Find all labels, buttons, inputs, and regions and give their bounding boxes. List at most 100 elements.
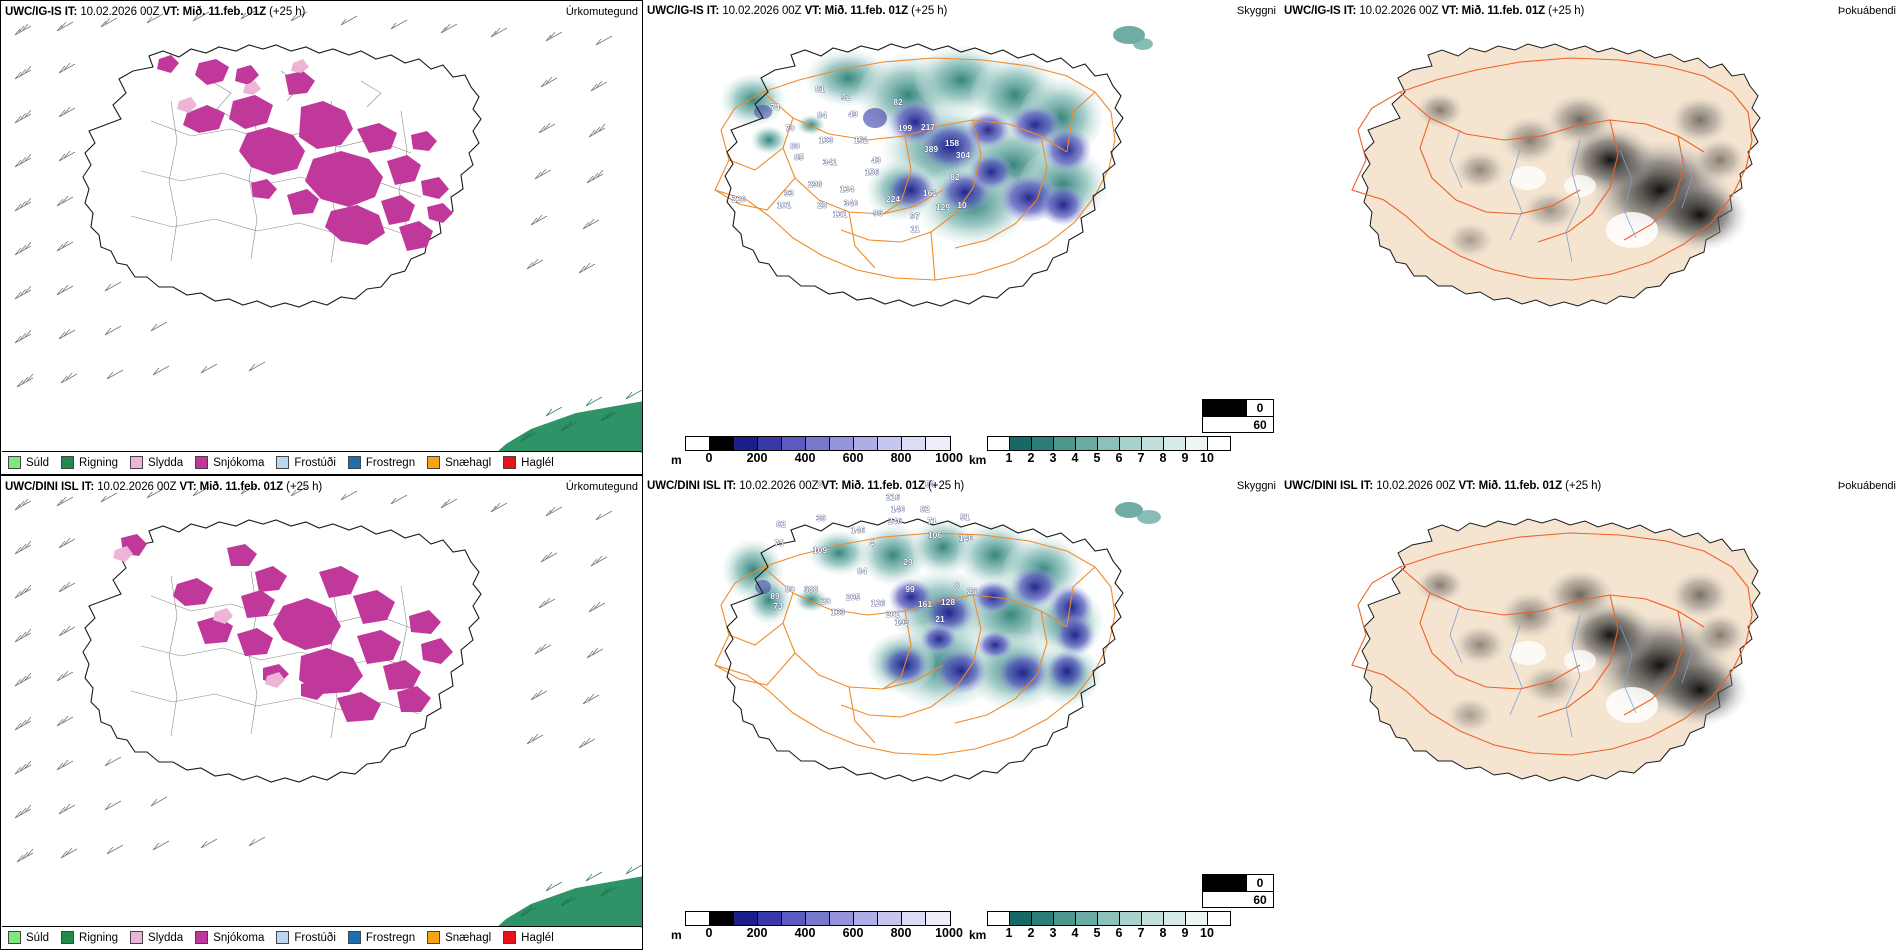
colorbar-tick: 6 xyxy=(1115,451,1123,465)
station-value: 82 xyxy=(776,519,786,529)
station-value: 80 xyxy=(785,584,795,594)
station-value: 216 xyxy=(886,492,900,502)
fog-field xyxy=(1416,92,1748,258)
map-canvas[interactable] xyxy=(1,476,642,949)
map-canvas[interactable] xyxy=(1280,0,1900,475)
colorbar-unit: m xyxy=(671,928,682,942)
colorbar-cell xyxy=(1076,437,1098,450)
legend-swatch-rigning xyxy=(61,456,75,469)
road-network xyxy=(714,532,1116,756)
legend-item-slydda[interactable]: Slydda xyxy=(130,931,183,944)
map-canvas[interactable] xyxy=(1,1,642,474)
colorbar-tick: 600 xyxy=(842,926,864,940)
visibility-colorbar: 1 2 3 4 5 6 7 8 9 10 km xyxy=(969,436,1231,467)
station-value: 84 xyxy=(817,110,827,120)
legend-item-súld[interactable]: Súld xyxy=(8,456,49,469)
colorbar-cell xyxy=(1010,437,1032,450)
legend-item-frostregn[interactable]: Frostregn xyxy=(347,931,415,944)
colorbar-tick: 1000 xyxy=(935,926,963,940)
station-value: 89 xyxy=(770,591,780,601)
legend-item-rigning[interactable]: Rigning xyxy=(61,931,118,944)
legend-label: Rigning xyxy=(79,931,119,944)
legend-label: Frostúði xyxy=(294,456,336,469)
colorbar-ticks: 0 200 400 600 800 1000 xyxy=(685,926,963,941)
visibility-map: 8 216 54 140 82 82 36 146 246 71 51 75 109 106 140 4 84 2… xyxy=(714,479,1161,782)
legend-item-haglél[interactable]: Haglél xyxy=(503,931,554,944)
colorbar-tick: 0 xyxy=(705,451,713,465)
fog-field xyxy=(1416,567,1748,733)
legend-swatch-snjókoma xyxy=(195,456,209,469)
station-value: 8 xyxy=(818,479,823,489)
station-value: 389 xyxy=(924,144,938,154)
legend-swatch-snæhagl xyxy=(427,931,441,944)
colorbar-strip xyxy=(685,911,951,926)
panel-ig-is-fog[interactable]: UWC/IG-IS IT: 10.02.2026 00Z VT: Mið. 11… xyxy=(1280,0,1900,475)
legend-item-slydda[interactable]: Slydda xyxy=(130,456,183,469)
legend-item-súld[interactable]: Súld xyxy=(8,931,49,944)
map-canvas[interactable] xyxy=(1280,475,1900,950)
legend-label: Frostúði xyxy=(294,931,336,944)
station-value: 101 xyxy=(777,200,791,210)
legend-label: Slydda xyxy=(148,456,184,469)
colorbar-tick: 4 xyxy=(1071,451,1079,465)
legend-item-rigning[interactable]: Rigning xyxy=(61,456,118,469)
station-value: 220 xyxy=(732,194,746,204)
station-value: 217 xyxy=(921,122,935,132)
panel-dini-isl-precip-type[interactable]: UWC/DINI ISL IT: 10.02.2026 00Z VT: Mið.… xyxy=(0,475,643,950)
station-value: 340 xyxy=(844,198,858,208)
colorbar-cell xyxy=(854,437,878,450)
panel-ig-is-visibility[interactable]: UWC/IG-IS IT: 10.02.2026 00Z VT: Mið. 11… xyxy=(643,0,1280,475)
panel-dini-isl-visibility[interactable]: UWC/DINI ISL IT: 10.02.2026 00Z VT: Mið.… xyxy=(643,475,1280,950)
legend-swatch-slydda xyxy=(130,456,144,469)
map-canvas[interactable]: 74 81 92 70 84 49 82 199 217 80 133 151 158 85 341 43 38… xyxy=(643,0,1280,475)
fog-threshold-legend: 0 60 xyxy=(1202,874,1274,908)
colorbar-cell xyxy=(830,437,854,450)
fog-threshold-legend: 0 60 xyxy=(1202,399,1274,433)
colorbar-tick: 2 xyxy=(1027,926,1035,940)
legend-item-snæhagl[interactable]: Snæhagl xyxy=(427,456,491,469)
colorbar-tick: 200 xyxy=(746,926,768,940)
fog-swatch-white xyxy=(1203,417,1247,432)
station-value: 131 xyxy=(833,209,847,219)
colorbar-tick: 6 xyxy=(1115,926,1123,940)
legend-swatch-súld xyxy=(8,456,21,469)
colorbar-tick: 1000 xyxy=(935,451,963,465)
station-value: 29 xyxy=(903,557,913,567)
fog-legend-row-low: 60 xyxy=(1203,416,1273,432)
precip-sleet-areas xyxy=(113,546,285,688)
colorbar-cell xyxy=(902,912,926,925)
station-value: 99 xyxy=(905,584,915,594)
colorbar-cell xyxy=(854,912,878,925)
legend-item-haglél[interactable]: Haglél xyxy=(503,456,554,469)
legend-item-snæhagl[interactable]: Snæhagl xyxy=(427,931,491,944)
colorbar-cell xyxy=(1186,437,1208,450)
colorbar-tick: 1 xyxy=(1005,926,1013,940)
colorbar-tick: 7 xyxy=(1137,926,1145,940)
colorbar-cell xyxy=(1032,912,1054,925)
panel-ig-is-precip-type[interactable]: UWC/IG-IS IT: 10.02.2026 00Z VT: Mið. 11… xyxy=(0,0,643,475)
station-value: 20 xyxy=(821,596,831,606)
colorbar-tick: 3 xyxy=(1049,451,1057,465)
fog-value-high: 0 xyxy=(1256,876,1264,890)
legend-item-frostúði[interactable]: Frostúði xyxy=(276,931,336,944)
colorbar-tick: 2 xyxy=(1027,451,1035,465)
colorbar-cell xyxy=(830,912,854,925)
legend-item-snjókoma[interactable]: Snjókoma xyxy=(195,931,264,944)
legend-item-frostúði[interactable]: Frostúði xyxy=(276,456,336,469)
colorbar-tick: 5 xyxy=(1093,451,1101,465)
colorbar-strip xyxy=(987,436,1231,451)
legend-item-snjókoma[interactable]: Snjókoma xyxy=(195,456,264,469)
station-value: 84 xyxy=(857,566,867,576)
colorbar-tick: 7 xyxy=(1137,451,1145,465)
panel-dini-isl-fog[interactable]: UWC/DINI ISL IT: 10.02.2026 00Z VT: Mið.… xyxy=(1280,475,1900,950)
legend-item-frostregn[interactable]: Frostregn xyxy=(347,456,415,469)
station-value: 161 xyxy=(923,188,937,198)
colorbar-cell xyxy=(686,912,710,925)
colorbar-cell xyxy=(710,912,734,925)
station-value: 134 xyxy=(840,184,854,194)
legend-label: Súld xyxy=(26,456,50,469)
map-canvas[interactable]: 8 216 54 140 82 82 36 146 246 71 51 75 109 106 140 4 84 2… xyxy=(643,475,1280,950)
colorbar-cell xyxy=(1054,912,1076,925)
colorbars: 0 200 400 600 800 1000 m 1 2 3 4 5 6 7 8 9 10 km xyxy=(649,436,1274,470)
